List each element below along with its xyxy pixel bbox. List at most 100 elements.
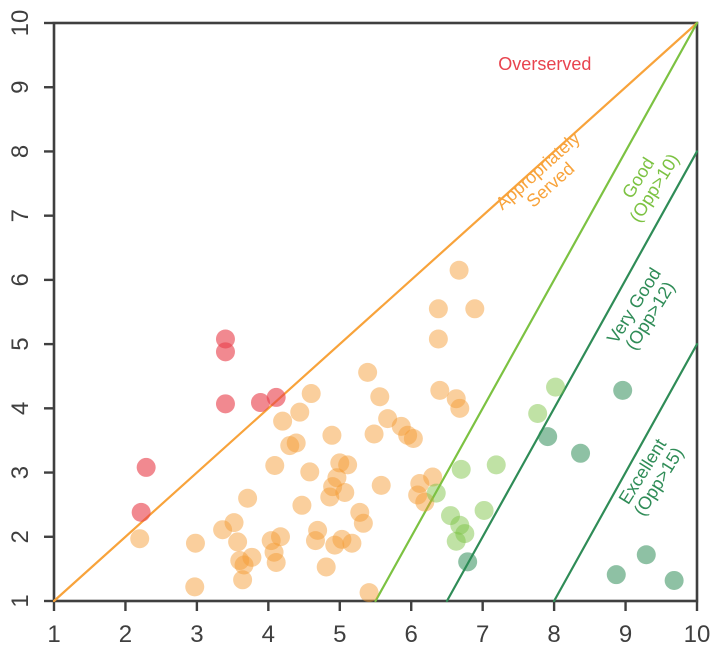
data-point <box>228 532 248 552</box>
y-axis-tick-label: 3 <box>7 466 34 479</box>
data-point <box>215 394 235 414</box>
data-point <box>330 453 350 473</box>
data-point <box>538 427 558 447</box>
good-points <box>426 377 566 551</box>
data-point <box>342 533 362 553</box>
y-axis-tick-label: 1 <box>7 594 34 607</box>
data-point <box>136 457 156 477</box>
data-point <box>428 329 448 349</box>
data-point <box>292 495 312 515</box>
data-point <box>185 533 205 553</box>
y-axis-tick-label: 7 <box>7 209 34 222</box>
data-point <box>450 398 470 418</box>
data-point <box>332 529 352 549</box>
data-point <box>230 551 250 571</box>
y-axis-tick-label: 8 <box>7 145 34 158</box>
x-axis-tick-label: 3 <box>190 621 203 648</box>
data-point <box>664 570 684 590</box>
data-point <box>266 387 286 407</box>
data-point <box>131 502 151 522</box>
data-point <box>350 502 370 522</box>
excellent-opp15-line <box>553 343 699 603</box>
data-point <box>450 515 470 535</box>
x-axis-tick-label: 8 <box>547 621 560 648</box>
data-point <box>528 403 548 423</box>
data-point <box>233 570 253 590</box>
data-point <box>300 462 320 482</box>
data-point <box>474 500 494 520</box>
data-point <box>455 524 475 544</box>
good-opp10-line <box>374 21 699 603</box>
y-axis-tick-label: 2 <box>7 530 34 543</box>
appropriately-served-label: AppropriatelyServed <box>492 128 597 228</box>
data-point <box>398 425 418 445</box>
appropriately-served-line <box>52 21 699 603</box>
data-point <box>441 506 461 526</box>
data-point <box>449 260 469 280</box>
data-point <box>286 433 306 453</box>
x-axis-tick-label: 5 <box>333 621 346 648</box>
data-point <box>213 520 233 540</box>
y-axis-tick-label: 5 <box>7 337 34 350</box>
data-point <box>430 380 450 400</box>
data-point <box>327 468 347 488</box>
data-point <box>273 411 293 431</box>
x-axis-tick-label: 6 <box>405 621 418 648</box>
data-point <box>428 299 448 319</box>
data-point <box>185 577 205 597</box>
data-point <box>359 583 379 603</box>
data-point <box>265 455 285 475</box>
x-axis-tick-label: 2 <box>119 621 132 648</box>
data-point <box>215 342 235 362</box>
data-point <box>338 455 358 475</box>
data-point <box>636 545 656 565</box>
data-point <box>266 552 286 572</box>
y-axis-tick-label: 4 <box>7 402 34 415</box>
data-point <box>234 555 254 575</box>
y-axis-tick-label: 10 <box>7 10 34 37</box>
data-point <box>446 531 466 551</box>
data-point <box>224 513 244 533</box>
data-point <box>264 542 284 562</box>
very-good-excellent-points <box>458 380 684 590</box>
data-point <box>322 425 342 445</box>
data-point <box>403 429 423 449</box>
data-point <box>320 487 340 507</box>
data-point <box>250 393 270 413</box>
very-good-opp12-line <box>445 150 699 603</box>
data-point <box>323 477 343 497</box>
data-point <box>486 455 506 475</box>
data-point <box>325 535 345 555</box>
data-point <box>571 443 591 463</box>
data-point <box>301 384 321 404</box>
data-point <box>353 513 373 533</box>
data-point <box>391 416 411 436</box>
very-good-label: Very Good(Opp>12) <box>603 264 681 357</box>
x-axis-tick-label: 9 <box>619 621 632 648</box>
data-point <box>270 527 290 547</box>
data-point <box>606 565 626 585</box>
data-point <box>364 424 384 444</box>
data-point <box>426 483 446 503</box>
data-point <box>423 467 443 487</box>
data-point <box>358 362 378 382</box>
excellent-label: Excellent(Opp>15) <box>614 434 688 520</box>
data-point <box>446 389 466 409</box>
good-label: Good(Opp>10) <box>609 140 683 226</box>
data-point <box>371 475 391 495</box>
data-point <box>130 529 150 549</box>
data-point <box>613 380 633 400</box>
data-point <box>280 436 300 456</box>
data-point <box>408 485 428 505</box>
data-point <box>316 557 336 577</box>
data-point <box>238 488 258 508</box>
overserved-label: Overserved <box>498 54 591 74</box>
data-point <box>410 473 430 493</box>
x-axis-tick-label: 4 <box>262 621 275 648</box>
data-point <box>378 409 398 429</box>
data-point <box>290 402 310 422</box>
data-point <box>308 520 328 540</box>
y-axis-tick-label: 9 <box>7 81 34 94</box>
